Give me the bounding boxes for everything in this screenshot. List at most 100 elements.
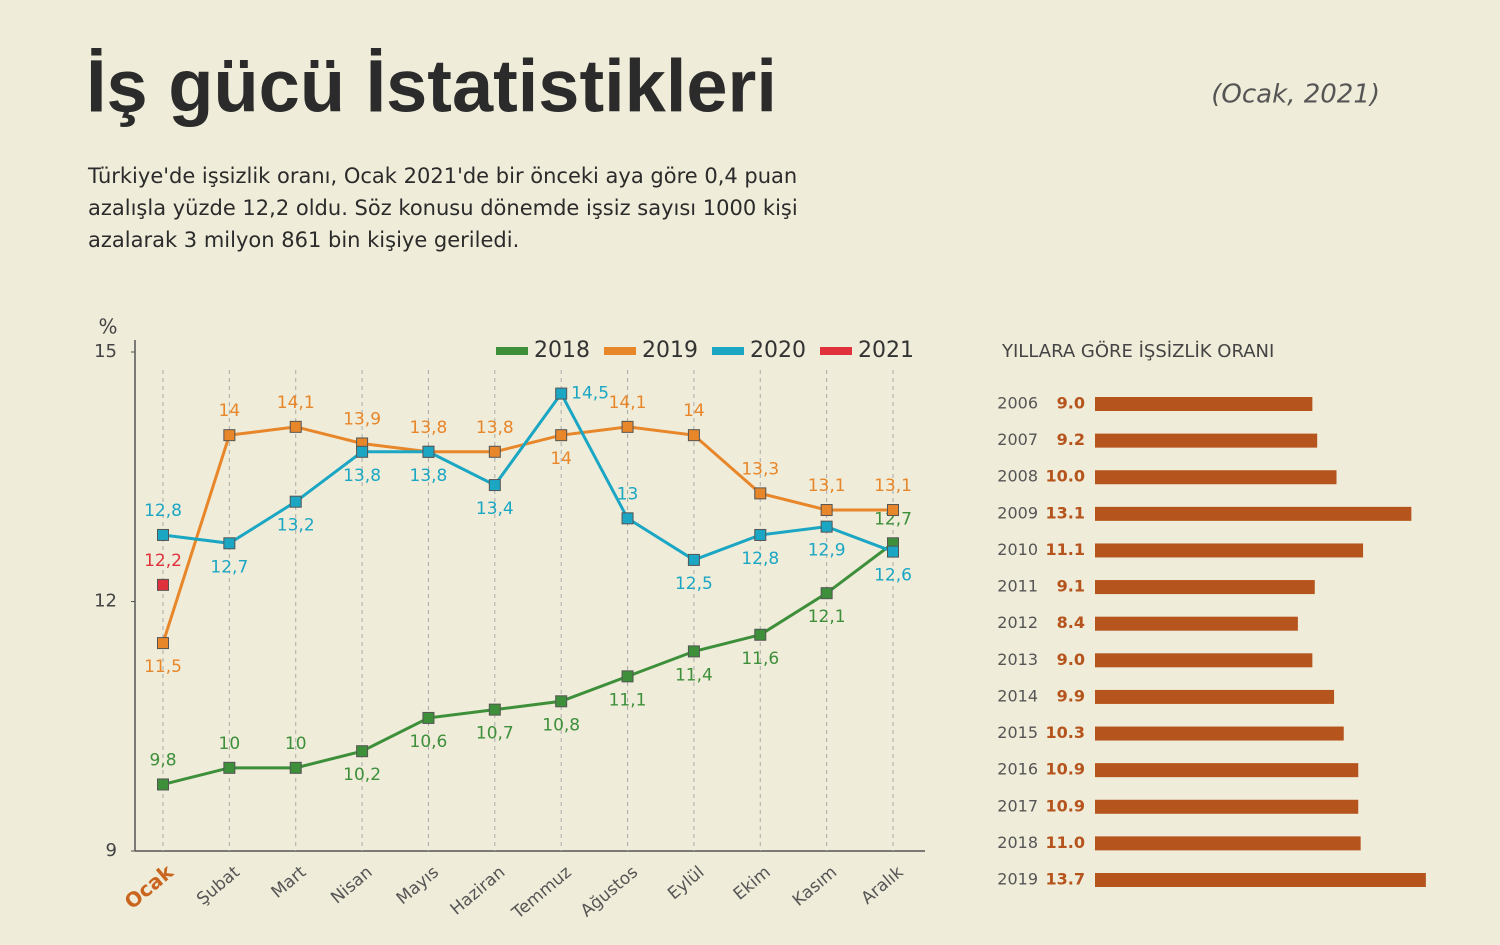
data-label: 13.1 — [1046, 503, 1085, 522]
y-tick-label: 2016 — [997, 760, 1038, 779]
data-point — [157, 778, 169, 791]
data-point — [488, 703, 501, 716]
series-line — [161, 425, 893, 644]
y-tick-label: 2018 — [997, 833, 1038, 852]
data-label: 10.9 — [1046, 796, 1085, 815]
bar-chart-title: YILLARA GÖRE İŞSİZLİK ORANI — [1001, 340, 1274, 362]
date-label: (Ocak, 2021) — [1211, 80, 1380, 110]
data-point — [488, 445, 501, 458]
page-title: İş gücü İstatistikleri — [86, 45, 777, 128]
data-label: 13,1 — [808, 476, 846, 496]
x-tick-label: Mayıs — [393, 862, 443, 909]
data-point — [289, 420, 302, 433]
data-label: 14,1 — [609, 393, 647, 413]
data-label: 10,7 — [476, 724, 514, 744]
data-label: 13,9 — [343, 409, 381, 429]
data-point — [157, 578, 169, 591]
data-label: 12,7 — [210, 557, 248, 577]
data-label: 11,5 — [144, 657, 182, 677]
data-label: 11,4 — [675, 665, 713, 685]
data-label: 13 — [617, 484, 639, 504]
bar — [1095, 433, 1318, 448]
bar — [1095, 580, 1315, 595]
data-label: 9,8 — [149, 750, 176, 770]
data-point — [555, 429, 568, 442]
data-label: 12,5 — [675, 574, 713, 594]
data-label: 10.9 — [1046, 760, 1085, 779]
x-tick-label: Mart — [268, 862, 311, 902]
data-label: 13,8 — [343, 466, 381, 486]
data-label: 13,3 — [741, 459, 779, 479]
x-tick-label: Nisan — [327, 862, 376, 908]
data-label: 10,8 — [542, 715, 580, 735]
data-label: 9.2 — [1057, 430, 1085, 449]
y-tick-label: 2015 — [997, 723, 1038, 742]
y-tick-label: 9 — [106, 840, 117, 861]
x-tick-label: Ocak — [120, 859, 179, 914]
legend-swatch — [712, 347, 744, 355]
data-label: 13,4 — [476, 499, 514, 519]
bar — [1095, 726, 1344, 741]
x-tick-label: Ekim — [730, 862, 775, 904]
data-point — [887, 545, 899, 558]
data-label: 10,6 — [410, 732, 448, 752]
bar — [1095, 763, 1359, 778]
data-label: 11,6 — [741, 649, 779, 669]
y-tick-label: 2006 — [997, 394, 1038, 413]
bar — [1095, 836, 1361, 851]
bar — [1095, 470, 1337, 485]
x-tick-label: Kasım — [789, 862, 841, 910]
data-label: 12,8 — [741, 549, 779, 569]
data-point — [223, 761, 236, 774]
subtitle-line: Türkiye'de işsizlik oranı, Ocak 2021'de … — [87, 164, 797, 188]
legend-swatch — [820, 347, 852, 355]
data-label: 8.4 — [1057, 613, 1085, 632]
data-label: 13,8 — [410, 418, 448, 438]
data-label: 13,1 — [874, 476, 912, 496]
data-point — [820, 520, 833, 533]
data-point — [754, 487, 767, 500]
data-point — [422, 445, 435, 458]
data-label: 12,8 — [144, 501, 182, 521]
y-tick-label: 2014 — [997, 686, 1038, 705]
data-label: 12,2 — [144, 551, 182, 571]
data-label: 10.0 — [1046, 467, 1085, 486]
data-point — [356, 445, 369, 458]
data-label: 13.7 — [1046, 870, 1085, 889]
data-label: 14,1 — [277, 393, 315, 413]
legend-label: 2019 — [642, 338, 698, 363]
data-point — [820, 504, 833, 517]
y-tick-label: 2009 — [997, 503, 1038, 522]
data-label: 12,6 — [874, 566, 912, 586]
series-line — [162, 390, 894, 562]
data-point — [621, 670, 634, 683]
y-tick-label: 12 — [94, 591, 117, 612]
bar — [1095, 506, 1412, 521]
data-label: 14,5 — [571, 384, 609, 404]
data-label: 11.0 — [1046, 833, 1085, 852]
y-tick-label: 2010 — [997, 540, 1038, 559]
x-tick-label: Temmuz — [508, 862, 576, 924]
x-tick-label: Şubat — [193, 862, 244, 909]
legend-label: 2020 — [750, 338, 806, 363]
y-tick-label: 2012 — [997, 613, 1038, 632]
data-label: 9.9 — [1057, 686, 1085, 705]
data-label: 12,9 — [808, 541, 846, 561]
y-axis-label: % — [98, 315, 117, 339]
data-point — [687, 429, 700, 442]
y-tick-label: 2008 — [997, 467, 1038, 486]
legend-swatch — [496, 347, 528, 355]
x-tick-label: Aralık — [858, 862, 908, 908]
bar — [1095, 689, 1335, 704]
legend-label: 2018 — [534, 338, 590, 363]
data-point — [621, 420, 634, 433]
data-point — [555, 695, 568, 708]
y-tick-label: 2011 — [997, 577, 1038, 596]
y-tick-label: 2007 — [997, 430, 1038, 449]
data-point — [289, 495, 302, 508]
data-point — [555, 387, 568, 400]
data-label: 10,2 — [343, 765, 381, 785]
data-label: 13,8 — [410, 466, 448, 486]
data-label: 13,8 — [476, 418, 514, 438]
data-label: 10.3 — [1046, 723, 1085, 742]
